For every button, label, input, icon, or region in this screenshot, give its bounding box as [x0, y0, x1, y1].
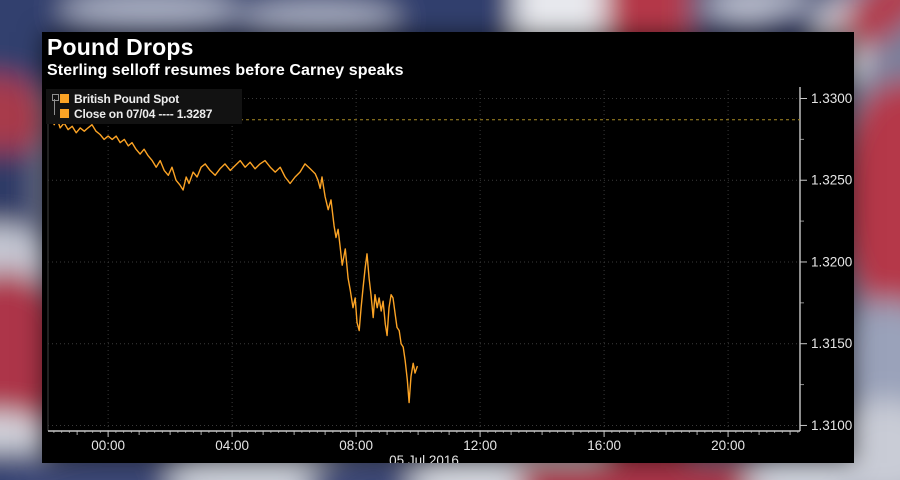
legend-series-label: British Pound Spot	[74, 91, 180, 106]
legend-handle-icon	[50, 92, 60, 105]
x-axis-label: 20:00	[711, 438, 745, 453]
price-line	[47, 114, 418, 404]
x-axis-label: 08:00	[339, 438, 373, 453]
y-axis-label: 1.3150	[811, 336, 852, 351]
y-axis-label: 1.3300	[811, 91, 852, 106]
chart-panel: Pound Drops Sterling selloff resumes bef…	[42, 32, 854, 463]
legend-close-label: Close on 07/04 ---- 1.3287	[74, 106, 213, 121]
y-axis-label: 1.3100	[811, 418, 852, 433]
x-axis-label: 12:00	[463, 438, 497, 453]
x-axis-label: 04:00	[215, 438, 249, 453]
close-marker-icon	[60, 109, 69, 118]
page-subtitle: Sterling selloff resumes before Carney s…	[47, 62, 404, 79]
x-axis-label: 16:00	[587, 438, 621, 453]
y-axis-label: 1.3250	[811, 173, 852, 188]
chart-legend: British Pound Spot Close on 07/04 ---- 1…	[46, 89, 242, 124]
legend-stem-line	[54, 99, 55, 115]
y-axis-label: 1.3200	[811, 254, 852, 269]
series-marker-icon	[60, 94, 69, 103]
x-axis-label: 00:00	[91, 438, 125, 453]
legend-row-close: Close on 07/04 ---- 1.3287	[50, 106, 238, 121]
page-title: Pound Drops	[47, 34, 194, 60]
date-label: 05 Jul 2016	[389, 453, 459, 463]
price-chart[interactable]: 1.3300 1.3250 1.3200 1.3150 1.3100 00:00 04:00…	[42, 32, 854, 463]
legend-row-series: British Pound Spot	[50, 91, 238, 106]
